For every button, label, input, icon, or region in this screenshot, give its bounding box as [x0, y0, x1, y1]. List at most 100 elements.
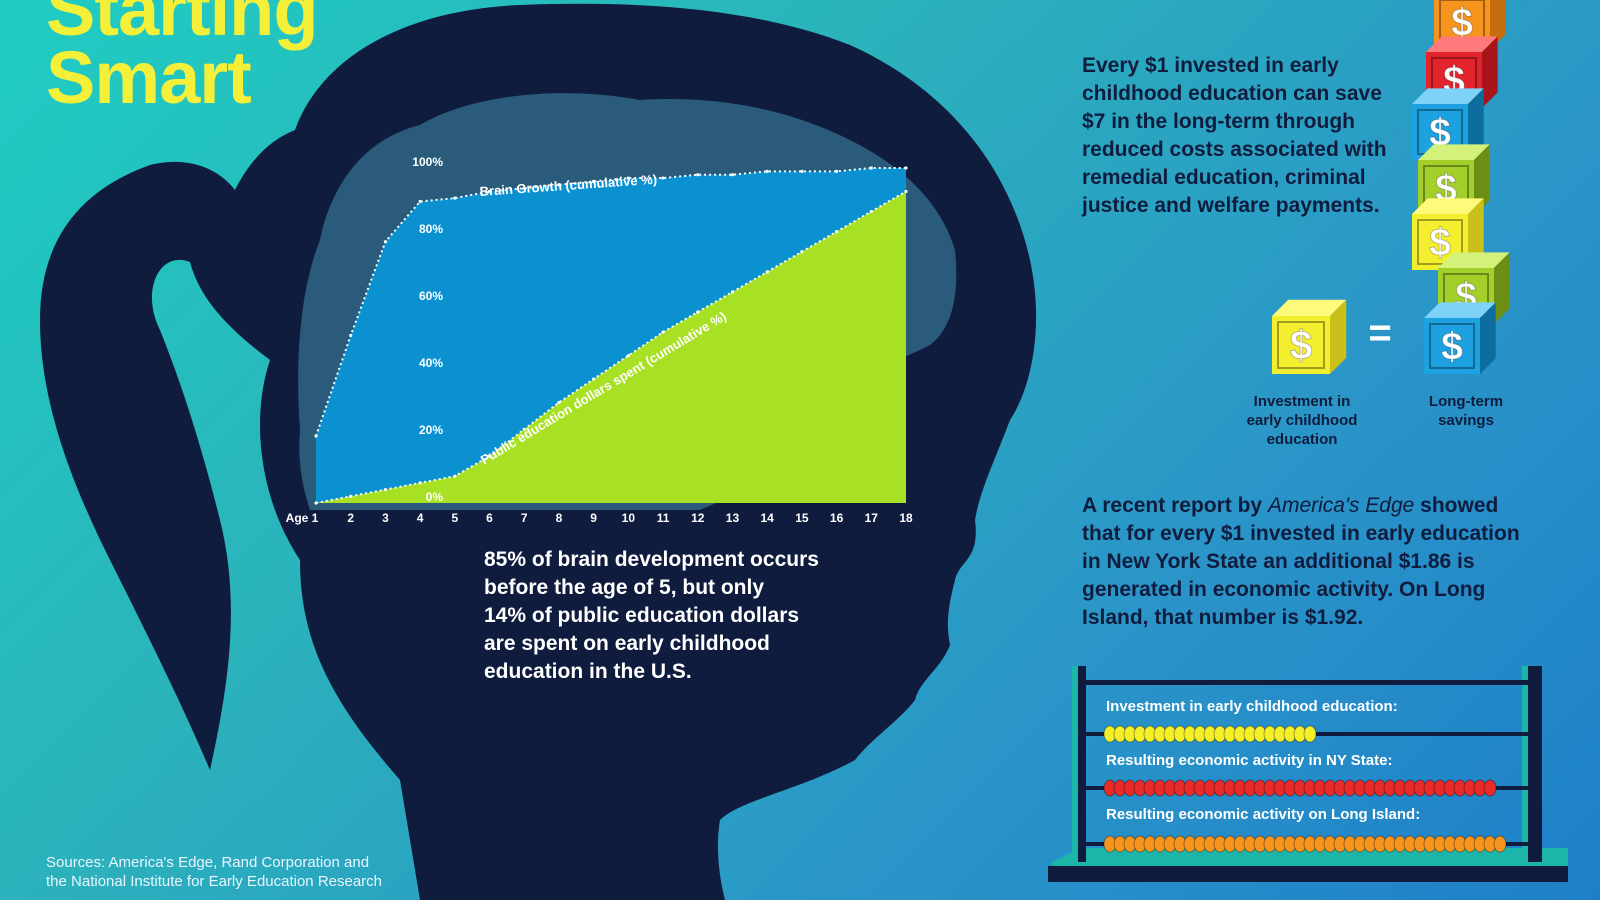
x-tick-label: Age 1	[286, 511, 319, 525]
block-side	[1468, 88, 1484, 160]
brain-growth-point	[314, 434, 318, 438]
caption-line: Investment in	[1253, 393, 1351, 410]
block-top	[1412, 198, 1484, 214]
education-spend-point	[904, 189, 908, 194]
education-spend-point	[314, 501, 318, 505]
education-spend-point	[592, 377, 596, 381]
report-text: A recent report by America's Edge showed…	[1082, 492, 1522, 632]
block-side	[1468, 198, 1484, 270]
block-face	[1424, 318, 1480, 374]
x-tick-label: 5	[451, 511, 458, 525]
x-tick-label: 16	[830, 511, 844, 525]
abacus-bead	[1303, 725, 1317, 743]
education-spend-point	[800, 250, 804, 254]
block-side	[1474, 144, 1490, 216]
abacus-label-ny: Resulting economic activity in NY State:	[1106, 752, 1393, 769]
y-tick-label: 0%	[426, 490, 444, 504]
brain-growth-chart: 0% 20% 40% 60% 80% 100% Age 1 2 3 4 5 6 7 8 9 10 11 12 13 1…	[286, 155, 913, 525]
y-tick-label: 100%	[412, 155, 443, 169]
education-spend-point	[453, 474, 457, 478]
caption-line: early childhood	[1246, 412, 1358, 429]
education-spend-point	[349, 494, 353, 498]
title-line-2: Smart	[46, 36, 252, 119]
investment-caption: Investment in early childhood education	[1232, 392, 1372, 449]
block-face	[1272, 316, 1330, 374]
block-side	[1330, 299, 1347, 374]
abacus-bead	[1483, 779, 1497, 797]
investment-text-line: childhood education can save	[1082, 82, 1382, 105]
x-tick-label: 17	[865, 511, 879, 525]
education-spend-line	[315, 190, 907, 504]
brain-growth-point	[696, 173, 700, 177]
investment-text-line: $7 in the long-term through	[1082, 110, 1355, 133]
education-spend-point	[834, 230, 839, 234]
dollar-sign-icon: $	[1429, 221, 1451, 264]
brain-text-line: education in the U.S.	[484, 660, 692, 683]
savings-caption: Long-term savings	[1406, 392, 1526, 430]
investment-text-line: reduced costs associated with	[1082, 138, 1387, 161]
page-title: Starting Smart	[46, 0, 319, 119]
investment-savings-text: Every $1 invested in early childhood edu…	[1082, 52, 1412, 220]
title-line-1: Starting	[46, 0, 319, 51]
brain-growth-point	[592, 179, 596, 183]
brain-growth-point	[557, 183, 561, 187]
block-top	[1426, 36, 1498, 52]
abacus	[1048, 666, 1568, 882]
x-tick-label: 3	[382, 511, 389, 525]
block-inset	[1277, 321, 1325, 369]
education-spend-point	[418, 481, 422, 485]
abacus-post-right	[1528, 666, 1542, 862]
x-tick-label: 11	[657, 511, 670, 525]
x-tick-label: 2	[347, 511, 354, 525]
brain-growth-point	[626, 176, 630, 180]
sources-line: the National Institute for Early Educati…	[46, 873, 383, 890]
brain-growth-point	[800, 169, 804, 173]
brain-growth-point	[487, 189, 492, 194]
abacus-post-left-edge	[1072, 666, 1078, 862]
brain-growth-line	[315, 167, 906, 437]
brain-growth-point	[383, 240, 388, 244]
x-tick-label: 15	[795, 511, 809, 525]
dollar-sign-icon: $	[1451, 1, 1473, 44]
education-spend-point	[730, 290, 735, 294]
block-side	[1480, 302, 1496, 374]
brain-growth-point	[418, 199, 422, 204]
education-spend-point	[557, 400, 561, 405]
y-tick-label: 80%	[419, 222, 443, 236]
savings-block: $	[1424, 302, 1496, 374]
block-side	[1482, 36, 1498, 108]
abacus-label-investment: Investment in early childhood education:	[1106, 698, 1398, 715]
brain-growth-point	[904, 166, 908, 170]
abacus-base-front	[1048, 866, 1568, 882]
brain-growth-point	[834, 169, 839, 173]
savings-block: $	[1418, 144, 1490, 216]
brain-growth-point	[661, 176, 665, 180]
abacus-bead	[1493, 835, 1507, 853]
brain-text-line: 85% of brain development occurs	[484, 548, 819, 571]
abacus-label-li: Resulting economic activity on Long Isla…	[1106, 806, 1421, 823]
brain-growth-point	[869, 166, 873, 170]
x-tick-label: 6	[486, 511, 493, 525]
brain-text-line: 14% of public education dollars	[484, 604, 800, 627]
x-tick-label: 14	[760, 511, 774, 525]
brain-growth-point	[349, 333, 353, 338]
brain-development-text: 85% of brain development occurs before t…	[484, 546, 834, 686]
x-tick-label: 7	[521, 511, 528, 525]
investment-block: $	[1272, 299, 1347, 374]
equals-sign: =	[1368, 311, 1391, 355]
report-text-after: showed that for every $1 invested in ear…	[1082, 494, 1520, 629]
investment-text-line: Every $1 invested in early	[1082, 54, 1339, 77]
x-tick-label: 9	[590, 511, 597, 525]
caption-line: Long-term	[1428, 393, 1504, 410]
education-spend-point	[522, 427, 526, 431]
report-source: America's Edge	[1267, 494, 1415, 517]
x-tick-label: 13	[726, 511, 740, 525]
dollar-sign-icon: $	[1429, 111, 1451, 154]
block-top	[1412, 88, 1484, 104]
brain-growth-point	[730, 173, 735, 177]
dollar-sign-icon: $	[1290, 322, 1313, 368]
brain-text-line: are spent on early childhood	[484, 632, 770, 655]
investment-text-line: justice and welfare payments.	[1082, 194, 1380, 217]
